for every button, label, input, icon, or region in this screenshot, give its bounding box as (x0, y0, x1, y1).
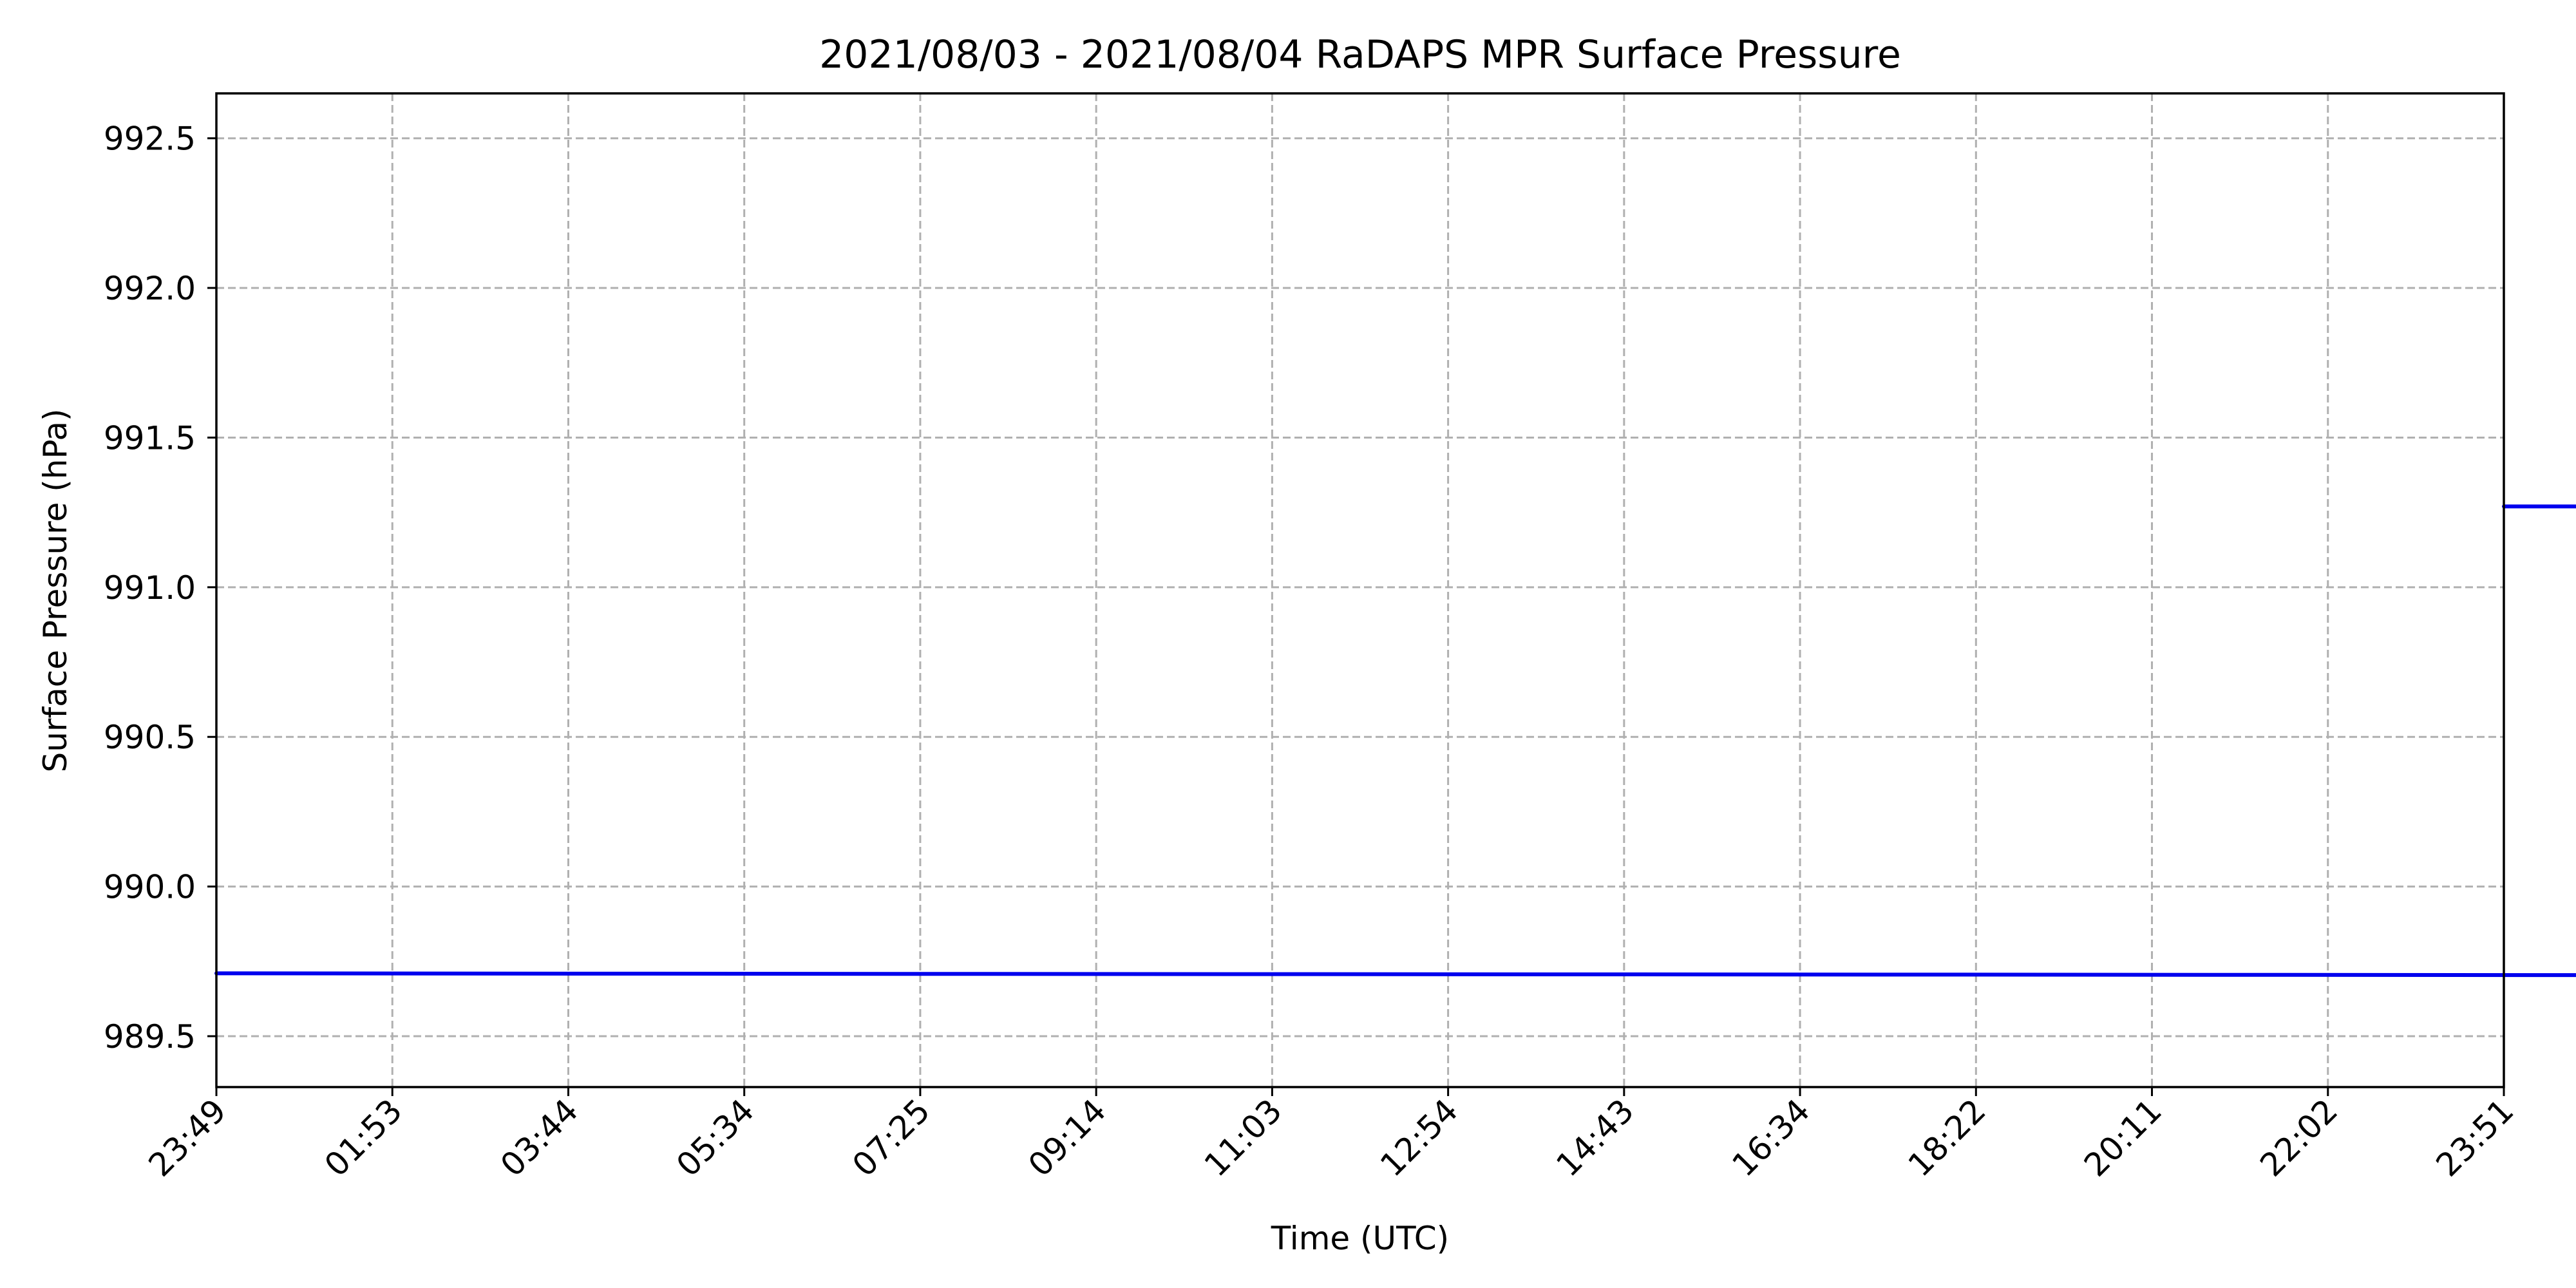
y-tick-label: 992.5 (104, 120, 196, 158)
y-tick-label: 991.0 (104, 569, 196, 607)
y-tick-label: 989.5 (104, 1018, 196, 1056)
x-axis-label: Time (UTC) (1271, 1220, 1449, 1257)
plot-frame (215, 92, 2505, 1088)
chart-title: 2021/08/03 - 2021/08/04 RaDAPS MPR Surfa… (819, 32, 1901, 77)
y-tick-label: 990.0 (104, 869, 196, 906)
y-tick-label: 992.0 (104, 270, 196, 307)
y-tick-label: 990.5 (104, 719, 196, 756)
y-axis-label: Surface Pressure (hPa) (37, 408, 74, 772)
y-tick-label: 991.5 (104, 419, 196, 457)
